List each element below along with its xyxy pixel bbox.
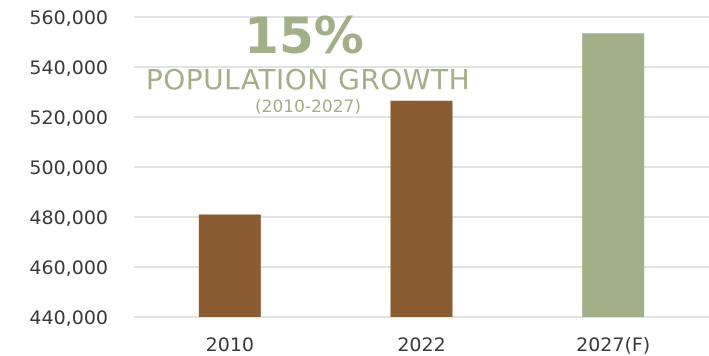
x-tick-label: 2010	[206, 334, 254, 356]
y-tick-label: 440,000	[29, 307, 108, 329]
y-tick-label: 460,000	[29, 257, 108, 279]
y-tick-label: 560,000	[29, 7, 108, 29]
bar-2010	[198, 214, 261, 317]
y-tick-label: 520,000	[29, 107, 108, 129]
growth-period: (2010-2027)	[255, 97, 361, 117]
bars	[198, 33, 645, 317]
bar-2022	[390, 100, 453, 317]
x-axis-tick-labels: 2010 2022 2027(F)	[206, 334, 651, 356]
y-tick-label: 540,000	[29, 57, 108, 79]
y-axis-tick-labels: 440,000 460,000 480,000 500,000 520,000 540,0…	[29, 7, 108, 329]
bar-2027f	[582, 33, 645, 317]
y-tick-label: 500,000	[29, 157, 108, 179]
growth-percentage: 15%	[244, 7, 364, 65]
growth-label: POPULATION GROWTH	[146, 63, 470, 96]
headline-annotation: 15% POPULATION GROWTH (2010-2027)	[146, 7, 470, 117]
x-tick-label: 2027(F)	[576, 334, 650, 356]
x-tick-label: 2022	[397, 334, 445, 356]
y-tick-label: 480,000	[29, 207, 108, 229]
